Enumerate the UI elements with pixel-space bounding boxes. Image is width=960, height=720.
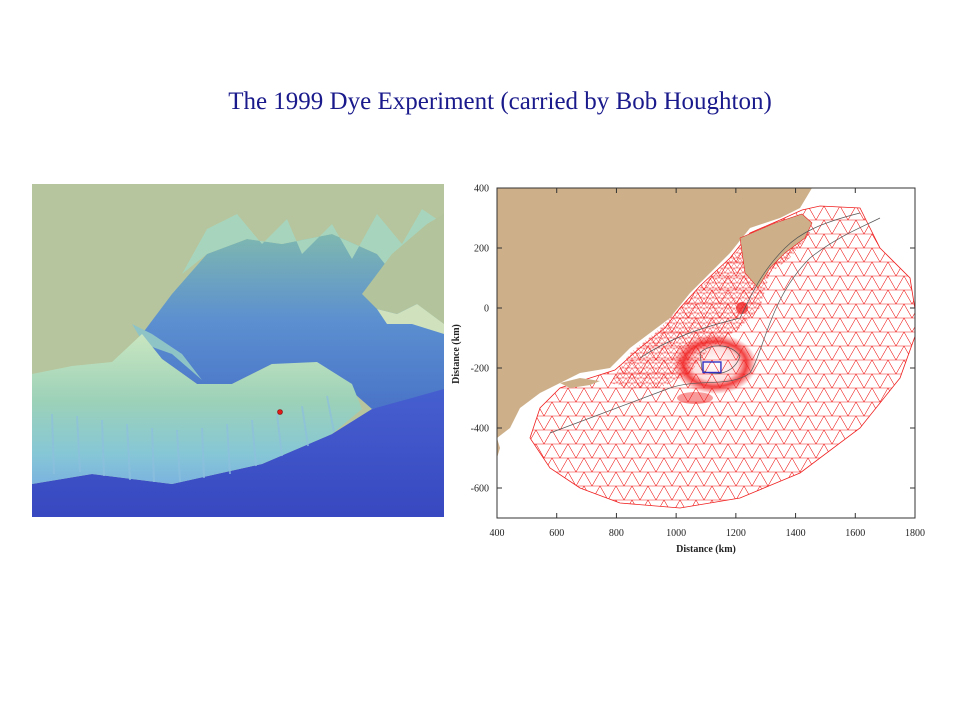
bathymetry-3d-view <box>32 184 444 517</box>
x-axis-label: Distance (km) <box>676 544 736 555</box>
x-tick-label: 600 <box>549 528 564 539</box>
dye-release-box <box>702 361 722 374</box>
bathy-nova-scotia <box>362 214 444 324</box>
mesh-map: 400 600 800 1000 1200 1400 1600 1800 400 200 0 -20… <box>451 184 925 556</box>
x-tick-label: 1600 <box>845 528 865 539</box>
x-tick-label: 1200 <box>726 528 746 539</box>
slide-title: The 1999 Dye Experiment (carried by Bob … <box>228 88 772 115</box>
x-tick-label: 400 <box>490 528 505 539</box>
y-tick-label: 0 <box>484 304 489 315</box>
bathy-continental-shelf <box>32 334 362 484</box>
bathy-gulf-basin <box>142 234 444 409</box>
y-tick-label: -600 <box>471 484 489 495</box>
y-tick-label: 400 <box>474 184 489 195</box>
isobath-line <box>549 217 881 434</box>
mesh-land <box>497 188 812 438</box>
dye-release-dot <box>277 409 283 415</box>
y-tick-label: -400 <box>471 424 489 435</box>
y-tick-label: -200 <box>471 364 489 375</box>
y-tick-label: 200 <box>474 244 489 255</box>
isobath-line <box>639 212 861 359</box>
plot-frame <box>496 187 916 519</box>
dye-ring <box>673 334 757 394</box>
x-tick-label: 800 <box>609 528 624 539</box>
mesh-nova-scotia <box>739 213 813 289</box>
y-axis-label: Distance (km) <box>451 324 462 384</box>
x-tick-label: 1800 <box>905 528 925 539</box>
bathy-deep-ocean <box>32 384 444 517</box>
y-axis: 400 200 0 -200 -400 -600 <box>471 184 915 495</box>
x-tick-label: 1000 <box>666 528 686 539</box>
x-axis: 400 600 800 1000 1200 1400 1600 1800 <box>490 188 925 539</box>
x-tick-label: 1400 <box>786 528 806 539</box>
